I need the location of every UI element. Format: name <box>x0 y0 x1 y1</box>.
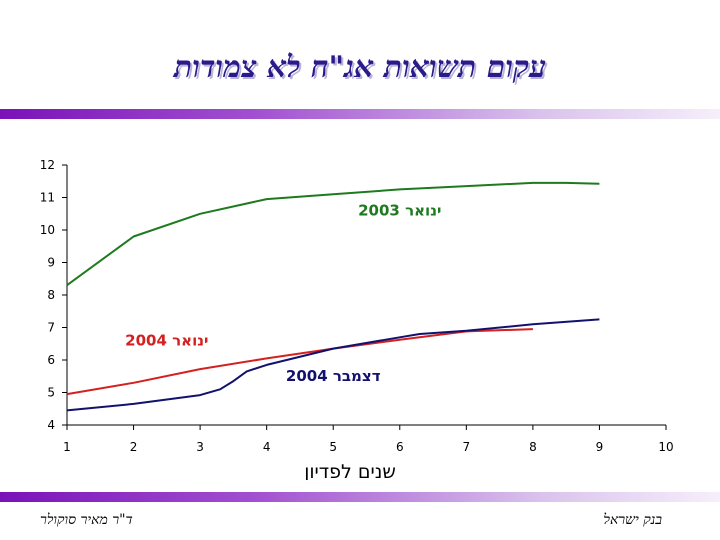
series-line-1 <box>66 181 600 287</box>
x-tick-label: 5 <box>329 440 337 454</box>
series-line-3 <box>66 318 600 412</box>
series-label-2: ינואר 2004 <box>125 331 208 349</box>
footer-organization: בנק ישראל <box>603 512 662 528</box>
y-tick-label: 9 <box>47 256 55 270</box>
chart-series-lines <box>66 181 600 412</box>
y-tick-label: 10 <box>40 223 55 237</box>
x-tick-label: 1 <box>63 440 71 454</box>
series-label-1: ינואר 2003 <box>358 201 441 219</box>
y-tick-label: 4 <box>47 418 55 432</box>
x-tick-label: 8 <box>529 440 537 454</box>
decorative-band-top <box>0 109 720 119</box>
y-tick-label: 12 <box>40 158 55 172</box>
x-tick-label: 4 <box>263 440 271 454</box>
x-tick-label: 6 <box>396 440 404 454</box>
decorative-band-bottom <box>0 492 720 502</box>
x-tick-label: 9 <box>596 440 604 454</box>
x-tick-label: 7 <box>463 440 471 454</box>
y-tick-label: 8 <box>47 288 55 302</box>
series-line-2 <box>66 328 533 396</box>
y-tick-label: 6 <box>47 353 55 367</box>
y-tick-label: 7 <box>47 321 55 335</box>
y-tick-label: 11 <box>40 191 55 205</box>
x-tick-label: 2 <box>130 440 138 454</box>
footer-author: ד"ר מאיר סוקולר <box>40 512 133 528</box>
slide-title: עקום תשואות אג"ח לא צמודות <box>173 50 547 85</box>
y-tick-label: 5 <box>47 386 55 400</box>
x-tick-label: 10 <box>658 440 673 454</box>
x-tick-label: 3 <box>196 440 204 454</box>
chart-series-labels: ינואר 2003 ינואר 2004 דצמבר 2004 <box>125 201 441 385</box>
x-axis-title: שנים לפדיון <box>304 461 396 480</box>
series-label-3: דצמבר 2004 <box>286 367 381 385</box>
